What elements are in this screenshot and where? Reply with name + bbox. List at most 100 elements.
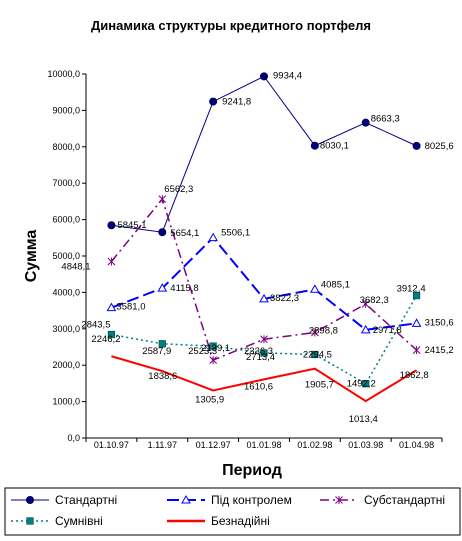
data-label: 2898,8: [309, 325, 338, 336]
series-1-point: [208, 232, 219, 242]
series-3-point: [362, 380, 370, 388]
series-3-point: [209, 342, 217, 350]
y-tick-label: 9000,0: [52, 105, 80, 115]
series-3-point: [107, 330, 116, 339]
y-axis-title: Сумма: [23, 230, 40, 283]
series-1-point: [360, 324, 371, 334]
series-2-point: [107, 257, 116, 266]
series-2-point: [158, 195, 167, 204]
series-2-point: [260, 335, 268, 344]
series-2-point: [412, 346, 421, 355]
data-label: 1838,6: [148, 371, 177, 382]
data-label: 8025,6: [425, 141, 454, 152]
data-label: 4848,1: [61, 262, 90, 273]
axes: 0,0 1000,0 2000,0 3000,0 4000,0 5000,0 6000,0 7…: [47, 69, 443, 450]
series-3-point: [412, 291, 421, 300]
series-0-point: [361, 118, 370, 127]
legend-marker: [26, 517, 34, 525]
y-tick-label: 7000,0: [52, 178, 80, 188]
legend-swatch: [11, 495, 49, 504]
data-label: 4115,8: [170, 283, 198, 294]
y-tick-label: 2000,0: [52, 360, 80, 370]
data-labels: 5845,1 5654,1 9241,8 9934,4 8030,1 8663,3 8025…: [61, 70, 453, 425]
data-label: 5654,1: [170, 228, 199, 239]
series-3-point: [260, 349, 268, 357]
legend-swatch: [11, 517, 49, 525]
series-1-point: [309, 284, 320, 293]
legend-label: Субстандартні: [364, 493, 445, 507]
series-0-point: [107, 221, 116, 230]
data-label: 2336,3: [244, 346, 273, 357]
x-tick-label: 01.10.97: [94, 440, 129, 450]
series-1-point: [157, 283, 168, 292]
series-0-point: [310, 141, 319, 150]
data-label: 1862,8: [400, 370, 429, 381]
x-tick-label: 01.12.97: [196, 440, 231, 450]
legend-label: Стандартні: [55, 493, 117, 507]
x-tick-label: 01.03.98: [348, 440, 383, 450]
y-tick-label: 10000,0: [47, 69, 80, 79]
data-label: 2246,2: [91, 334, 120, 345]
series-3-point: [158, 340, 166, 348]
data-label: 1905,7: [305, 380, 334, 391]
y-tick-label: 1000,0: [52, 397, 80, 407]
data-label: 3581,0: [116, 302, 145, 313]
data-label: 8030,1: [320, 141, 349, 152]
legend: Стандартні Під контролем Субстандартні Сумн…: [4, 487, 461, 536]
data-label: 2294,5: [303, 349, 332, 360]
data-label: 6562,3: [164, 184, 193, 195]
series-0-point: [209, 97, 218, 106]
series-1-point: [106, 302, 117, 312]
x-tick-label: 01.02.98: [297, 440, 332, 450]
legend-swatch: [320, 496, 358, 504]
series-1-point: [259, 293, 269, 303]
x-tick-label: 1.11.97: [148, 440, 177, 450]
series-2-point: [209, 356, 217, 365]
data-label: 1492,2: [347, 379, 376, 390]
data-label: 5845,1: [117, 220, 146, 231]
legend-marker: [335, 496, 343, 504]
data-label: 1305,9: [195, 394, 224, 405]
legend-label: Під контролем: [211, 493, 292, 507]
data-label: 3150,6: [425, 317, 454, 328]
data-label: 2971,8: [373, 325, 402, 336]
legend-marker: [25, 495, 34, 504]
y-tick-label: 3000,0: [52, 324, 80, 334]
series-0-point: [259, 72, 268, 81]
data-label: 2139,1: [201, 343, 230, 354]
series-2-point: [311, 328, 319, 337]
data-label: 1013,4: [349, 414, 378, 425]
chart-title: Динамика структуры кредитного портфеля: [91, 18, 371, 33]
y-tick-label: 4000,0: [52, 287, 80, 297]
series-markers: [106, 72, 422, 388]
plot-area: [86, 74, 442, 438]
data-label: 2713,4: [246, 352, 275, 363]
y-tick-label: 6000,0: [52, 215, 80, 225]
data-label: 8663,3: [371, 114, 400, 125]
data-label: 1610,6: [244, 381, 273, 392]
data-label: 2523,3: [188, 346, 217, 357]
series-1-point: [411, 318, 422, 327]
legend-box: [4, 487, 461, 536]
series-0-point: [412, 141, 421, 150]
data-label: 4085,1: [321, 279, 350, 290]
data-label: 3682,3: [360, 295, 389, 306]
data-label: 9241,8: [222, 97, 251, 108]
legend-marker: [181, 494, 191, 504]
y-tick-label: 5000,0: [52, 251, 80, 261]
data-label: 5506,1: [221, 228, 250, 239]
data-label: 3912,4: [397, 284, 426, 295]
x-tick-label: 01.01.98: [246, 440, 281, 450]
data-label: 2843,5: [81, 319, 110, 330]
data-label: 2415,2: [425, 345, 454, 356]
data-label: 2587,9: [142, 346, 171, 357]
data-label: 9934,4: [273, 70, 302, 81]
legend-label: Сумнівні: [55, 514, 103, 528]
series-0-point: [158, 228, 167, 237]
y-tick-label: 8000,0: [52, 142, 80, 152]
series-line-4: [111, 355, 418, 403]
x-tick-label: 01.04.98: [399, 440, 434, 450]
x-axis-title: Период: [222, 462, 282, 479]
legend-swatch: [167, 494, 205, 504]
